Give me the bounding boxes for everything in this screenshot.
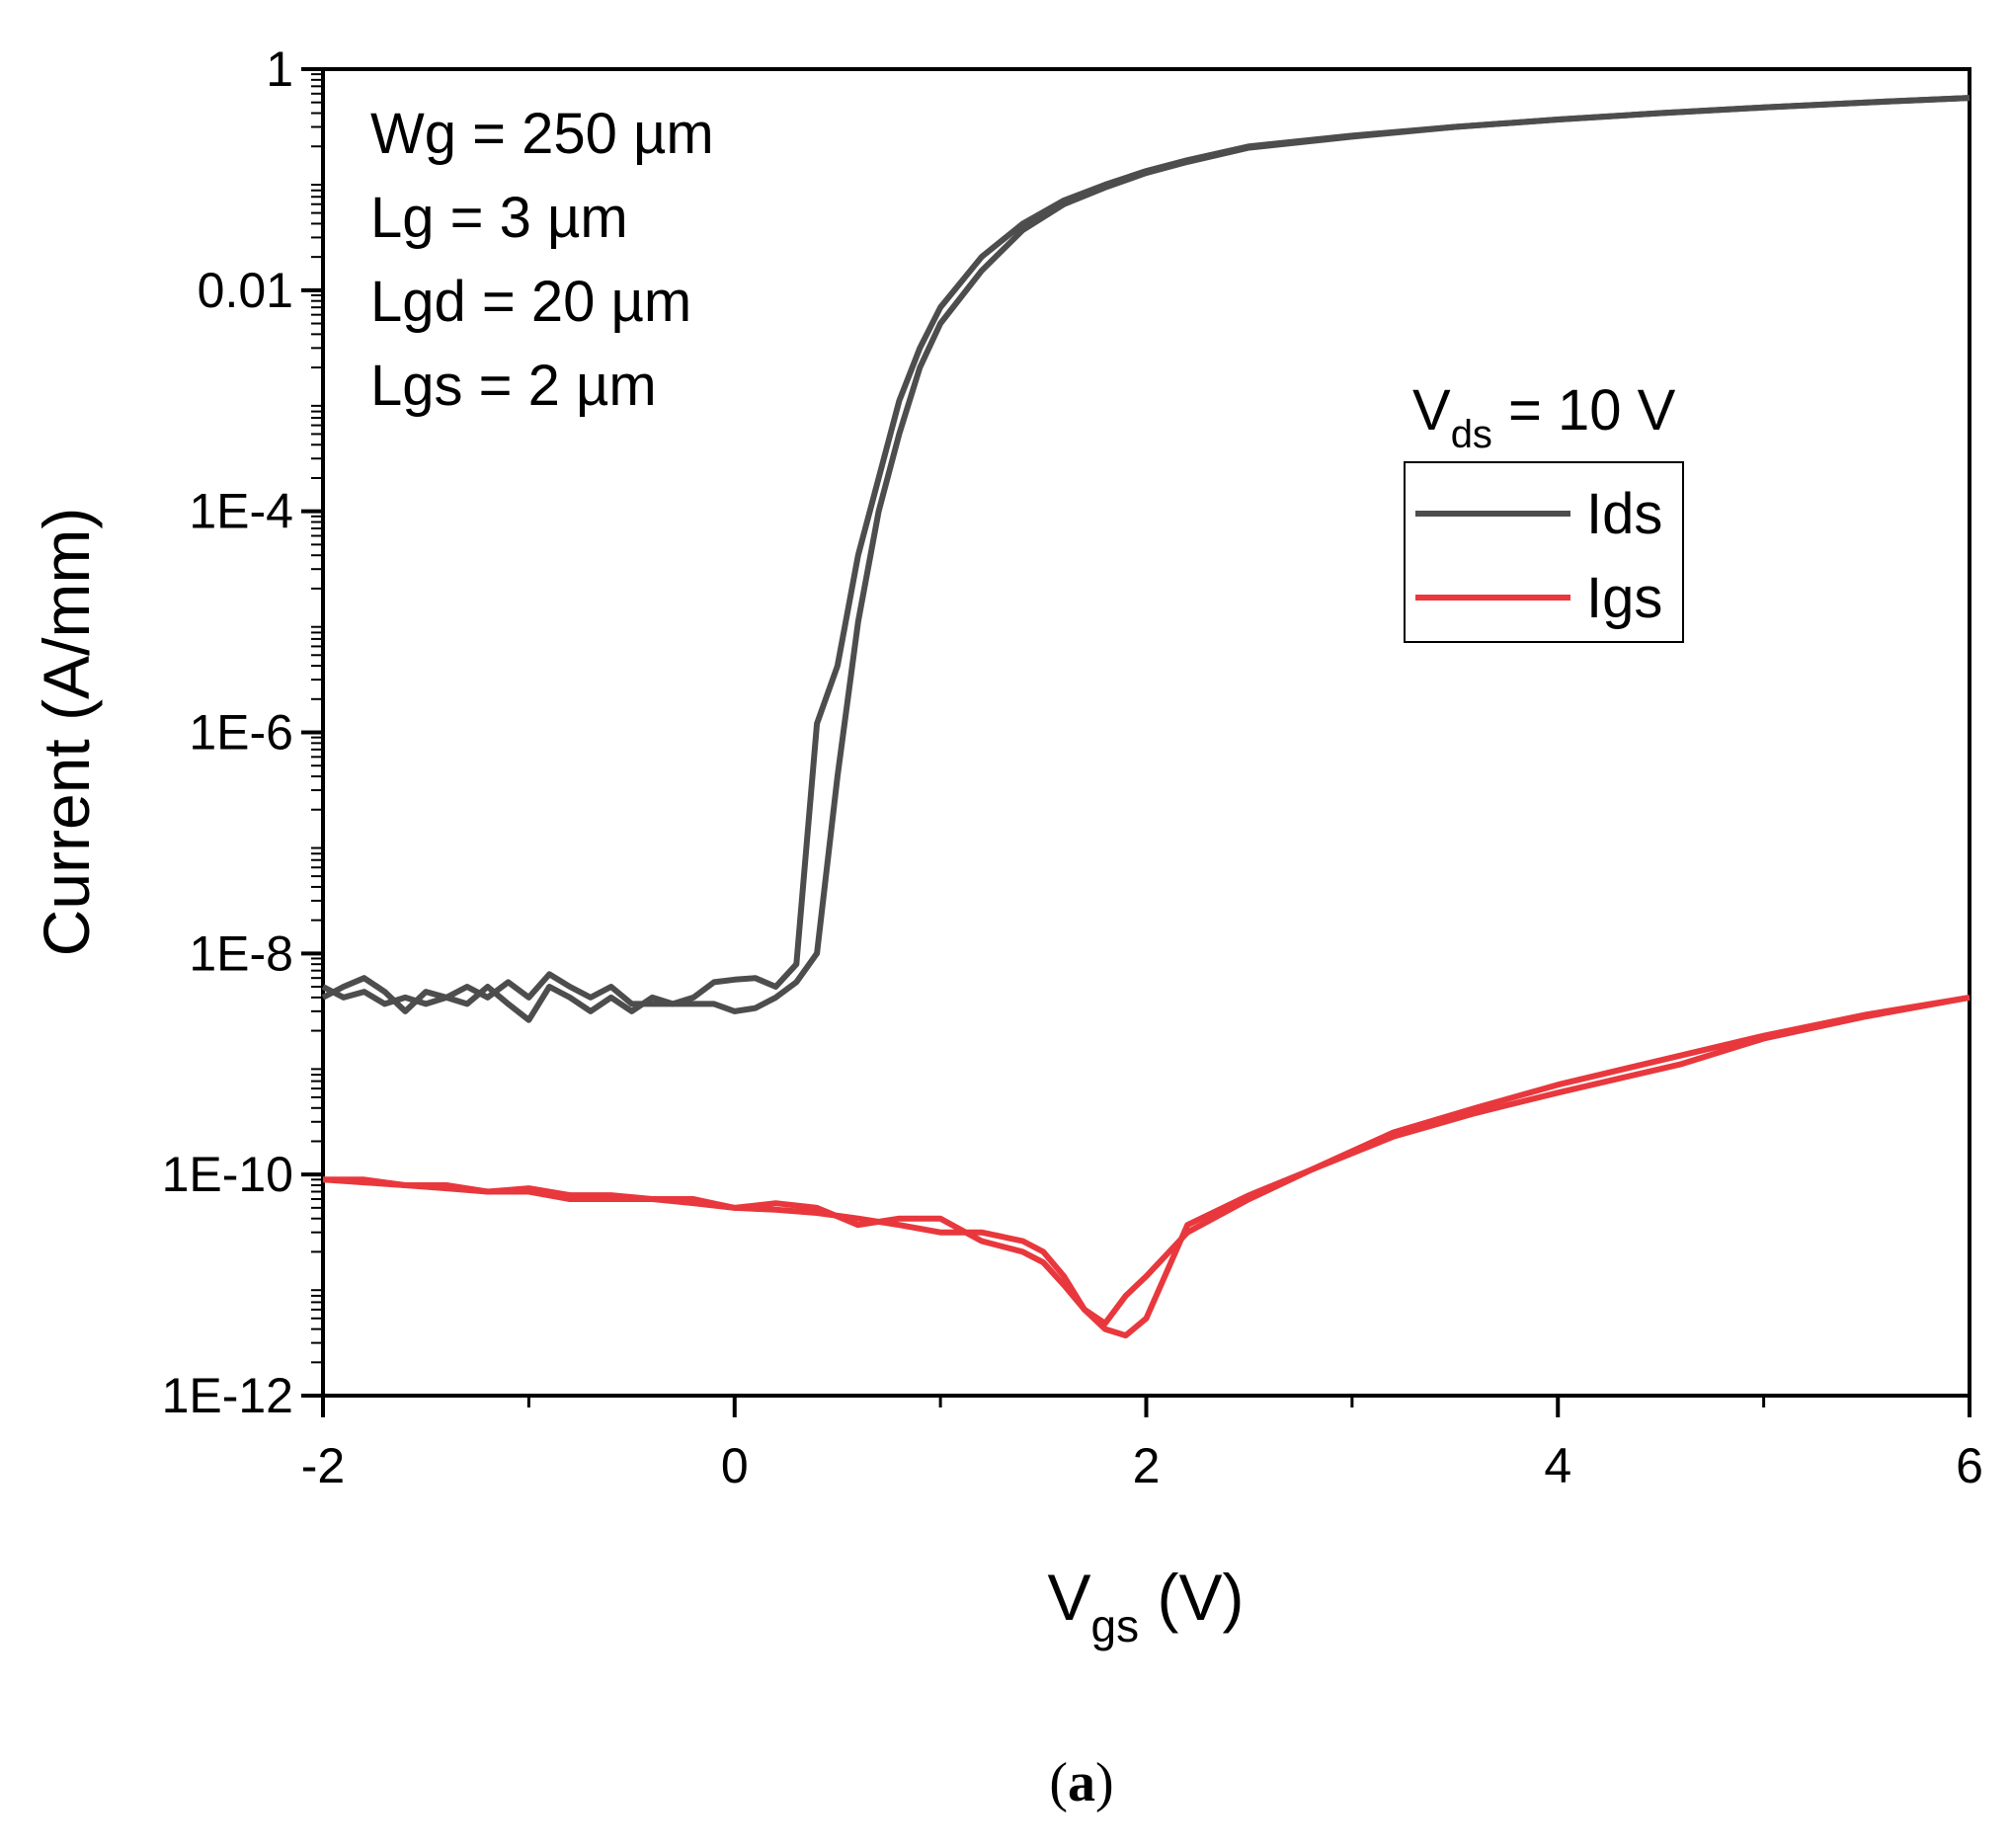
bias-condition-rest: = 10 V xyxy=(1492,378,1676,442)
annotation-lgs: Lgs = 2 µm xyxy=(370,354,657,418)
x-axis-title-unit: (V) xyxy=(1139,1561,1244,1634)
x-tick-label: 0 xyxy=(721,1438,749,1493)
legend-box xyxy=(1404,461,1684,643)
annotation-wg: Wg = 250 µm xyxy=(370,102,714,166)
caption-close: ) xyxy=(1095,1752,1114,1813)
device-annotations: Wg = 250 µm Lg = 3 µm Lgd = 20 µm Lgs = … xyxy=(370,102,714,418)
x-tick-label: 6 xyxy=(1956,1438,1983,1493)
legend-label-ids: Ids xyxy=(1586,482,1662,546)
caption-open: ( xyxy=(1049,1752,1068,1813)
legend: Ids Igs xyxy=(1404,461,1684,643)
x-axis-title-sub: gs xyxy=(1091,1600,1140,1651)
series-igs-line-1 xyxy=(323,994,1971,1326)
caption-letter: a xyxy=(1068,1752,1095,1813)
bias-condition-main: V xyxy=(1412,378,1451,442)
tick-labels: -2 0 2 4 6 1E-12 1E-10 1E-8 1E-6 1E-4 0.01 1 xyxy=(162,41,1983,1493)
y-axis-title: Current (A/mm) xyxy=(30,508,103,957)
figure-caption: (a) xyxy=(1049,1752,1113,1813)
bias-condition: Vds = 10 V xyxy=(1412,378,1676,456)
series-igs-line-2 xyxy=(322,994,1971,1339)
y-tick-label: 1 xyxy=(266,41,293,97)
series-ids-line-2 xyxy=(321,95,1971,1023)
y-tick-label: 0.01 xyxy=(198,263,293,318)
x-tick-label: 4 xyxy=(1544,1438,1571,1493)
y-tick-label: 1E-4 xyxy=(189,484,293,539)
y-tick-label: 1E-8 xyxy=(189,925,293,981)
legend-label-igs: Igs xyxy=(1586,566,1662,630)
annotation-lgd: Lgd = 20 µm xyxy=(370,270,691,334)
series-layer xyxy=(321,95,1971,1339)
y-tick-label: 1E-10 xyxy=(162,1147,293,1202)
y-tick-label: 1E-6 xyxy=(189,705,293,761)
y-tick-label: 1E-12 xyxy=(162,1368,293,1423)
annotation-lg: Lg = 3 µm xyxy=(370,186,628,250)
x-tick-label: -2 xyxy=(301,1438,345,1493)
x-tick-label: 2 xyxy=(1133,1438,1161,1493)
bias-condition-sub: ds xyxy=(1451,413,1492,456)
x-axis-title-main: V xyxy=(1048,1561,1091,1634)
x-axis-title: Vgs (V) xyxy=(1048,1561,1245,1651)
axis-ticks xyxy=(301,67,1971,1417)
